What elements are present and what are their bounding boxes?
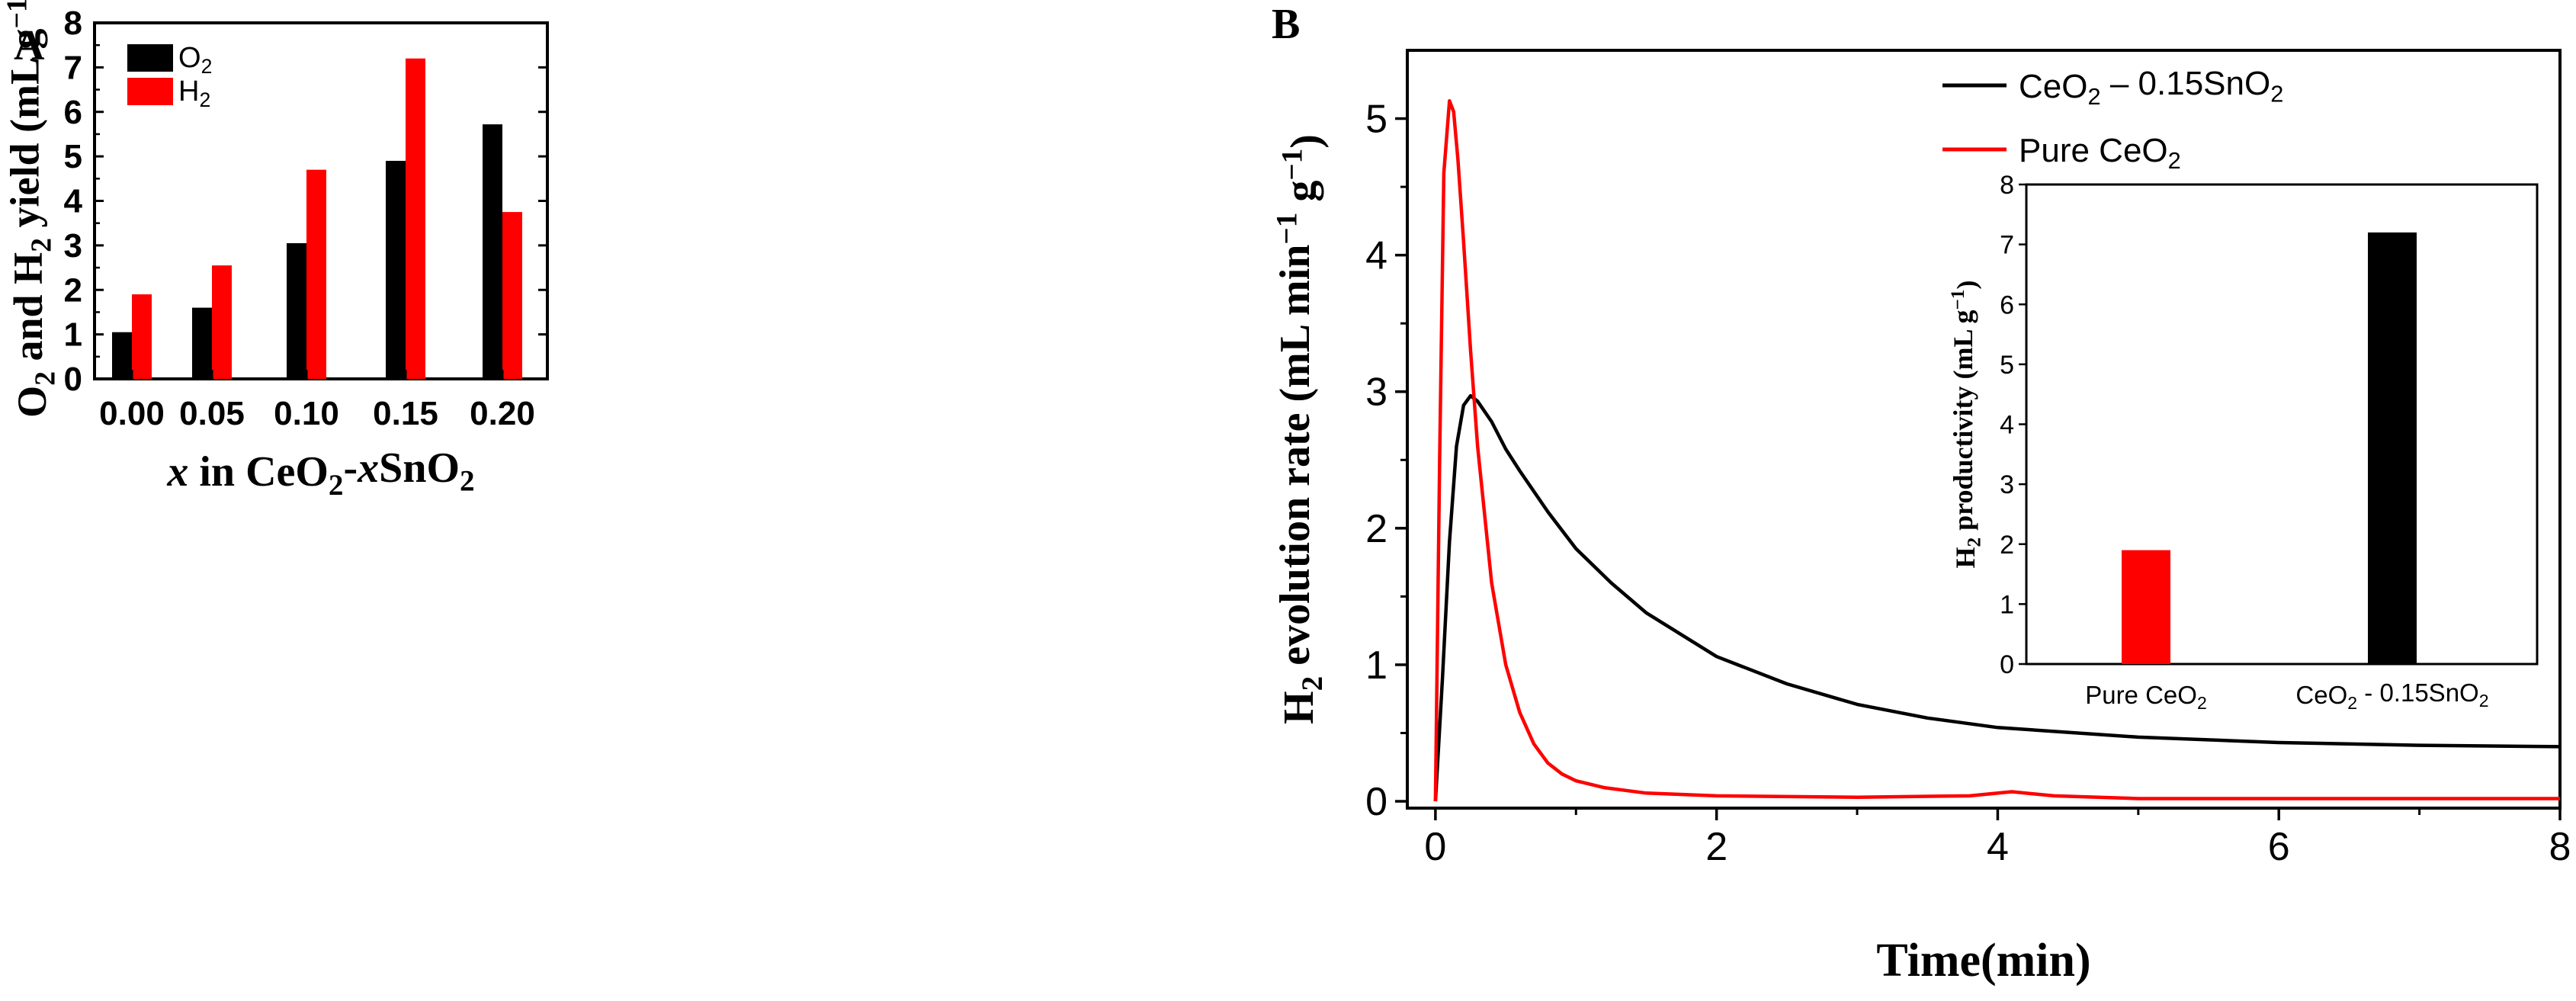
inset-ytick-label: 8 (2000, 171, 2014, 200)
inset-ytick-label: 7 (2000, 231, 2014, 260)
panel-a-ytick-label: 7 (64, 49, 82, 86)
panel-b-line-chart: 0 2 4 6 8 0 1 2 3 4 5 CeO2 – 0.15SnO2 Pure CeO2 H2 ev… (1270, 49, 2571, 987)
panel-b-x-axis-label: Time(min) (1876, 935, 2090, 987)
inset-plot-frame (2025, 183, 2539, 666)
panel-b-xtick-label: 2 (1705, 825, 1727, 869)
panel-a-ytick-label: 5 (64, 138, 82, 175)
bar-o2-0.15 (386, 160, 406, 379)
bar-h2-0.00 (132, 294, 152, 379)
bar-o2-0.05 (192, 307, 212, 379)
panel-a-ytick-label: 4 (64, 183, 83, 220)
legend-label-h2: H2 (178, 75, 210, 111)
bar-h2-0.10 (306, 169, 326, 379)
inset-ytick-label: 1 (2000, 590, 2014, 619)
inset-bar-ceo2-sno2 (2368, 232, 2417, 664)
panel-b-ytick-label: 2 (1365, 507, 1387, 551)
panel-b-ytick-label: 0 (1365, 780, 1387, 824)
inset-bar-chart: 0 1 2 3 4 5 6 7 8 Pure CeO2 CeO2 - 0.15SnO2 H2 prod… (1948, 171, 2539, 713)
panel-a-ytick-label: 2 (64, 271, 82, 309)
panel-a-xtick-label: 0.00 (99, 395, 165, 432)
bar-h2-0.20 (502, 212, 522, 379)
panel-b-ytick-label: 4 (1365, 234, 1387, 278)
panel-b-xtick-label: 4 (1987, 825, 2009, 869)
bar-o2-0.10 (287, 242, 306, 379)
panel-label-b: B (1272, 1, 1300, 48)
panel-a-xtick-label: 0.10 (274, 395, 339, 432)
legend-swatch-o2 (127, 44, 173, 72)
panel-a-xtick-label: 0.15 (373, 395, 438, 432)
panel-b-ytick-label: 3 (1365, 371, 1387, 415)
inset-ytick-label: 5 (2000, 351, 2014, 380)
bar-o2-0.20 (483, 124, 502, 379)
panel-a-xtick-label: 0.20 (470, 395, 535, 432)
panel-a-ytick-label: 1 (64, 316, 82, 354)
inset-y-axis-label: H2 productivity (mL g−1) (1948, 281, 1985, 569)
panel-b-plot-frame (1406, 49, 2562, 810)
series-line-pure-ceo2 (1433, 99, 2560, 802)
inset-ytick-label: 2 (2000, 531, 2014, 560)
panel-a-ytick-label: 6 (64, 94, 82, 131)
panel-a-y-axis-label: O2 and H2 yield (mL g−1) (1, 0, 61, 418)
panel-b-ytick-label: 5 (1365, 98, 1387, 142)
panel-b-y-axis-label: H2 evolution rate (mL min−1 g−1) (1270, 134, 1330, 724)
inset-ytick-label: 6 (2000, 290, 2014, 319)
series-line-ceo2-sno2 (1433, 393, 2561, 802)
inset-xtick-label: CeO2 - 0.15SnO2 (2295, 679, 2488, 713)
inset-ytick-label: 4 (2000, 411, 2014, 440)
inset-ytick-label: 0 (2000, 650, 2014, 679)
panel-a-x-axis-label: x in CeO2-xSnO2 (166, 444, 474, 502)
panel-b-xtick-label: 0 (1424, 825, 1446, 869)
legend-label-pure-ceo2: Pure CeO2 (2019, 132, 2181, 174)
panel-b-ytick-label: 1 (1365, 643, 1387, 688)
inset-ytick-label: 3 (2000, 470, 2014, 499)
panel-a-ytick-label: 0 (64, 361, 82, 398)
bar-o2-0.00 (112, 332, 132, 379)
legend-label-ceo2-sno2: CeO2 – 0.15SnO2 (2019, 65, 2283, 110)
panel-label-a: A (14, 22, 45, 69)
panel-b-xtick-label: 8 (2549, 825, 2571, 869)
inset-bar-pure-ceo2 (2122, 550, 2170, 664)
inset-xtick-label: Pure CeO2 (2085, 681, 2207, 713)
legend-swatch-h2 (127, 78, 173, 105)
panel-b-xtick-label: 6 (2268, 825, 2290, 869)
bar-h2-0.15 (406, 58, 425, 379)
panel-a-ytick-label: 3 (64, 227, 82, 265)
panel-a-xtick-label: 0.05 (179, 395, 245, 432)
legend-label-o2: O2 (178, 42, 212, 78)
bar-h2-0.05 (212, 265, 232, 379)
panel-a-ytick-label: 8 (64, 5, 82, 42)
